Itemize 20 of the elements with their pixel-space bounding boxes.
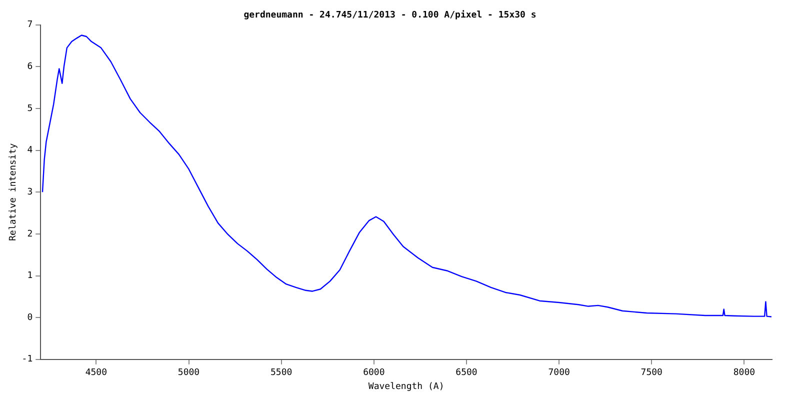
y-tick-label: 5 xyxy=(27,104,33,114)
x-tick-label: 8000 xyxy=(733,368,756,378)
y-tick-label: 7 xyxy=(27,20,33,30)
chart-title: gerdneumann - 24.745/11/2013 - 0.100 A/pixel - 15x30 s xyxy=(244,10,536,21)
x-tick-label: 6000 xyxy=(363,368,385,378)
y-tick-label: 1 xyxy=(27,271,33,282)
x-tick-label: 5000 xyxy=(178,368,200,378)
x-tick-label: 4500 xyxy=(85,368,108,378)
y-axis-title: Relative intensity xyxy=(8,142,19,241)
x-axis-title: Wavelength (A) xyxy=(368,382,444,392)
y-tick-label: -1 xyxy=(22,354,33,365)
y-tick-label: 6 xyxy=(27,62,33,72)
y-tick-label: 4 xyxy=(27,146,33,156)
x-tick-label: 7000 xyxy=(548,368,570,378)
y-tick-label: 3 xyxy=(27,187,33,198)
x-tick-label: 5500 xyxy=(270,368,292,378)
x-tick-label: 7500 xyxy=(640,368,662,378)
y-tick-label: 0 xyxy=(27,312,33,323)
y-tick-label: 2 xyxy=(27,229,33,240)
x-tick-label: 6500 xyxy=(456,368,478,378)
